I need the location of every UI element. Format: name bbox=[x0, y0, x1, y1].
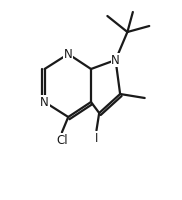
Text: N: N bbox=[40, 96, 49, 108]
Text: I: I bbox=[95, 132, 98, 144]
Text: Cl: Cl bbox=[56, 134, 68, 146]
Text: N: N bbox=[111, 53, 120, 66]
Text: N: N bbox=[64, 47, 73, 60]
